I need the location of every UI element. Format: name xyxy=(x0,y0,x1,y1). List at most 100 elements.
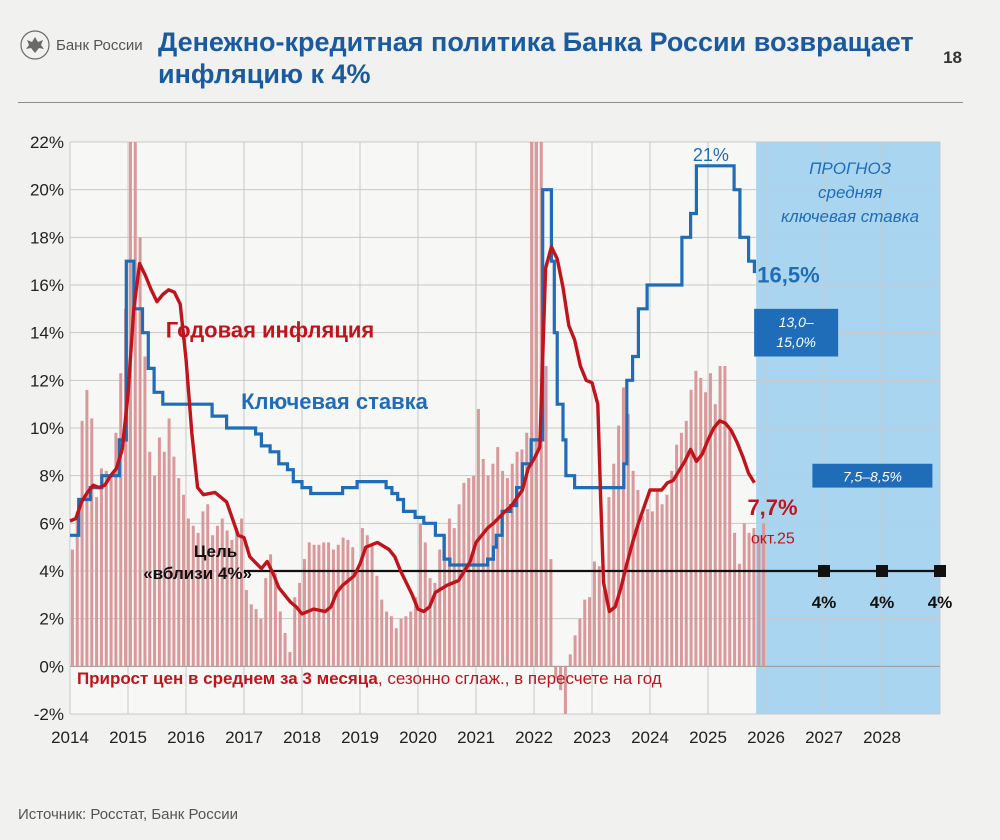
bar xyxy=(312,544,316,667)
y-tick-label: 8% xyxy=(39,467,64,486)
bar xyxy=(177,478,181,667)
bar xyxy=(414,597,418,667)
slide-header: Банк России Денежно-кредитная политика Б… xyxy=(0,0,1000,110)
bar xyxy=(235,528,239,667)
bar xyxy=(336,544,340,667)
bar xyxy=(307,542,311,667)
target-value-label: 4% xyxy=(812,593,837,612)
bar xyxy=(264,578,268,667)
bar xyxy=(578,618,582,667)
bar xyxy=(423,542,427,667)
key-rate-end-label: 16,5% xyxy=(757,263,819,288)
bar xyxy=(269,554,273,667)
bar xyxy=(399,618,403,667)
bar xyxy=(496,447,500,667)
bar xyxy=(293,597,297,667)
x-tick-label: 2023 xyxy=(573,728,611,747)
forecast-range-label-line: 13,0– xyxy=(779,314,814,330)
bar xyxy=(588,597,592,667)
target-label-line: Цель xyxy=(194,542,237,561)
bar xyxy=(283,632,287,667)
bar xyxy=(510,463,514,667)
bar xyxy=(467,478,471,667)
inflation-end-date-label: окт.25 xyxy=(751,531,795,548)
bar xyxy=(612,463,616,667)
bar xyxy=(385,611,389,667)
bar xyxy=(298,582,302,667)
y-tick-label: 2% xyxy=(39,610,64,629)
bar xyxy=(617,425,621,667)
bar xyxy=(660,504,664,667)
bar xyxy=(278,611,282,667)
bar xyxy=(172,456,176,667)
y-tick-label: 12% xyxy=(30,371,64,390)
bar xyxy=(124,308,128,667)
x-tick-label: 2028 xyxy=(863,728,901,747)
bars-caption: Прирост цен в среднем за 3 месяца, сезон… xyxy=(77,669,662,688)
bar xyxy=(143,356,147,667)
bar xyxy=(394,628,398,667)
bar xyxy=(583,599,587,667)
forecast-range-label-line: 7,5–8,5% xyxy=(843,469,902,485)
target-marker xyxy=(818,565,830,577)
logo: Банк России xyxy=(20,30,143,60)
bars-caption-rest: , сезонно сглаж., в пересчете на год xyxy=(378,669,662,688)
bars-caption-bold: Прирост цен в среднем за 3 месяца xyxy=(77,669,378,688)
bar xyxy=(389,616,393,667)
bar xyxy=(559,666,563,691)
bar xyxy=(679,432,683,667)
bar xyxy=(259,618,263,667)
bar xyxy=(109,475,113,667)
bar xyxy=(713,404,717,667)
inflation-key-rate-chart: -2% 0% 2% 4% 6% 8% 10% 12% 14% 16% 18% 20% 22% 2014 20… xyxy=(30,133,952,747)
bar xyxy=(655,489,659,667)
bar xyxy=(573,635,577,667)
inflation-series-label: Годовая инфляция xyxy=(166,317,375,342)
bar xyxy=(563,666,567,714)
bar xyxy=(646,509,650,667)
bar xyxy=(167,418,171,667)
bar xyxy=(447,518,451,667)
forecast-title-line: ключевая ставка xyxy=(781,207,919,226)
bar xyxy=(631,470,635,667)
y-tick-label: 18% xyxy=(30,228,64,247)
bar xyxy=(133,142,137,667)
bar xyxy=(501,470,505,667)
bar xyxy=(708,373,712,667)
bar xyxy=(351,547,355,667)
x-tick-label: 2025 xyxy=(689,728,727,747)
target-label-line: «вблизи 4%» xyxy=(143,564,252,583)
forecast-title: ПРОГНОЗ средняя ключевая ставка xyxy=(781,159,919,226)
bar xyxy=(206,504,210,667)
bar xyxy=(114,432,118,667)
bar xyxy=(380,599,384,667)
bar xyxy=(602,590,606,667)
bar xyxy=(689,389,693,667)
bar xyxy=(568,654,572,667)
bar xyxy=(554,666,558,679)
bar xyxy=(211,535,215,667)
bar xyxy=(322,542,326,667)
y-tick-label: 20% xyxy=(30,181,64,200)
key-rate-peak-label: 21% xyxy=(693,145,729,165)
bar xyxy=(597,566,601,667)
bar xyxy=(728,430,732,667)
x-tick-label: 2027 xyxy=(805,728,843,747)
key-rate-series-label: Ключевая ставка xyxy=(241,389,429,414)
bar xyxy=(665,494,669,667)
header-divider xyxy=(18,102,963,103)
bar xyxy=(452,528,456,667)
bar xyxy=(375,575,379,667)
forecast-range-label: 13,0– 15,0% xyxy=(776,314,816,350)
bar xyxy=(85,389,89,667)
x-tick-label: 2026 xyxy=(747,728,785,747)
page-number: 18 xyxy=(943,48,962,67)
bar xyxy=(742,523,746,667)
bar xyxy=(438,549,442,667)
bar xyxy=(99,468,103,667)
bar xyxy=(201,511,205,667)
bar xyxy=(675,444,679,667)
bar xyxy=(356,568,360,667)
bar xyxy=(80,420,84,667)
bar xyxy=(592,561,596,667)
